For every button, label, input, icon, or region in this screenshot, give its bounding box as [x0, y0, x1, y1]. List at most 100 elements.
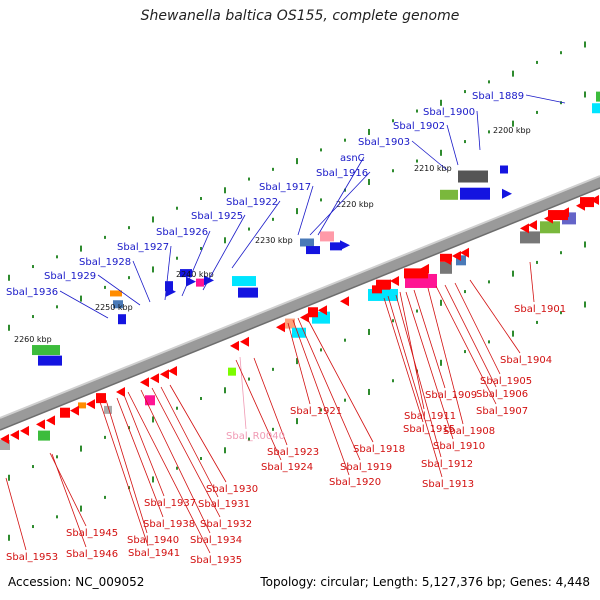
track-dot [272, 217, 274, 221]
track-dot [200, 247, 202, 250]
reverse-gene-arrow [452, 250, 461, 261]
track-dot [176, 406, 178, 410]
track-dot [512, 70, 514, 77]
gene-label: Sbal_1923 [267, 447, 319, 458]
forward-gene [232, 276, 256, 287]
track-dot [392, 119, 394, 123]
leader-line [5, 477, 27, 551]
track-dot [512, 330, 514, 337]
leader-line [116, 397, 164, 518]
track-dot [272, 167, 274, 171]
track-dot [128, 426, 130, 430]
track-dot [176, 206, 178, 210]
gene-label: Sbal_1945 [66, 528, 118, 539]
reverse-gene [372, 285, 382, 294]
track-dot [272, 367, 274, 371]
leader-line [454, 282, 501, 375]
track-dot [344, 138, 346, 142]
track-dot [8, 534, 10, 541]
label-leader-lines [5, 94, 566, 554]
leader-line [427, 287, 464, 425]
forward-gene [113, 300, 123, 309]
forward-gene-arrow [166, 286, 176, 297]
reverse-gene-arrow [0, 434, 9, 444]
reverse-gene [145, 395, 155, 406]
track-dot [320, 348, 322, 352]
reverse-gene [440, 253, 452, 262]
track-dot [536, 110, 538, 114]
gene-label: Sbal_1935 [190, 555, 242, 566]
reverse-gene [96, 393, 106, 404]
leader-line [287, 322, 311, 405]
forward-gene [596, 91, 600, 102]
track-dot [8, 474, 10, 481]
reverse-gene [548, 210, 568, 221]
gene-label: Sbal_1927 [117, 242, 169, 253]
reverse-gene-arrow [520, 223, 529, 234]
reverse-gene-arrow [318, 305, 327, 316]
map-title: Shewanella baltica OS155, complete genom… [140, 8, 460, 24]
reverse-gene [104, 405, 112, 414]
scale-tick-label: 2250 kbp [95, 303, 133, 312]
leader-line [476, 110, 481, 151]
track-dot [80, 505, 82, 512]
track-dot [584, 301, 586, 308]
leader-line [413, 289, 446, 389]
forward-gene [180, 269, 192, 278]
track-dot [464, 140, 466, 144]
leader-line [253, 357, 288, 446]
reverse-gene-arrow [20, 425, 29, 436]
gene-label: Sbal_1929 [44, 271, 96, 282]
leader-line [140, 389, 211, 534]
track-dot [176, 256, 178, 260]
leader-line [469, 279, 521, 354]
gene-label: Sbal_1917 [259, 182, 311, 193]
accession-text: Accession: NC_009052 [8, 575, 145, 589]
reverse-gene [285, 318, 295, 329]
gene-label: Sbal_1918 [353, 444, 405, 455]
forward-gene [320, 231, 334, 242]
gene-label: Sbal_1937 [144, 498, 196, 509]
track-dot [416, 309, 418, 313]
track-dot [152, 216, 154, 223]
track-dot [392, 169, 394, 173]
track-dot [488, 340, 490, 344]
reverse-gene-arrow [36, 419, 45, 430]
leader-line [444, 284, 497, 388]
track-dot [32, 465, 34, 469]
reverse-gene [38, 430, 50, 441]
track-dot [584, 41, 586, 48]
reverse-gene-arrow [340, 296, 349, 307]
forward-gene-arrow [502, 188, 512, 199]
track-dot [488, 80, 490, 84]
track-dot [512, 270, 514, 277]
track-dot [296, 158, 298, 165]
leader-line [160, 386, 219, 498]
gene-label: Sbal_1907 [476, 406, 528, 417]
track-dot [392, 319, 394, 323]
backbone [0, 176, 600, 430]
reverse-gene [580, 197, 594, 208]
gene-label: Sbal_R0040 [226, 431, 285, 442]
leader-line [97, 274, 141, 306]
track-dot [152, 476, 154, 483]
track-dot [224, 187, 226, 194]
track-dot [488, 280, 490, 284]
gene-label: Sbal_1905 [480, 376, 532, 387]
reverse-gene-arrow [116, 387, 125, 398]
leader-line [395, 294, 442, 458]
forward-gene [458, 170, 488, 183]
track-dot [248, 437, 250, 441]
leader-line [383, 297, 424, 423]
track-dot [560, 51, 562, 55]
gene-label: Sbal_1924 [261, 462, 313, 473]
reverse-gene-arrow [86, 399, 95, 410]
reverse-gene-arrow [150, 373, 159, 384]
track-dot [536, 260, 538, 264]
gene-label: Sbal_1910 [433, 441, 485, 452]
track-dot [152, 266, 154, 273]
reverse-gene [228, 367, 236, 376]
track-dot [248, 177, 250, 181]
track-dot [56, 455, 58, 459]
